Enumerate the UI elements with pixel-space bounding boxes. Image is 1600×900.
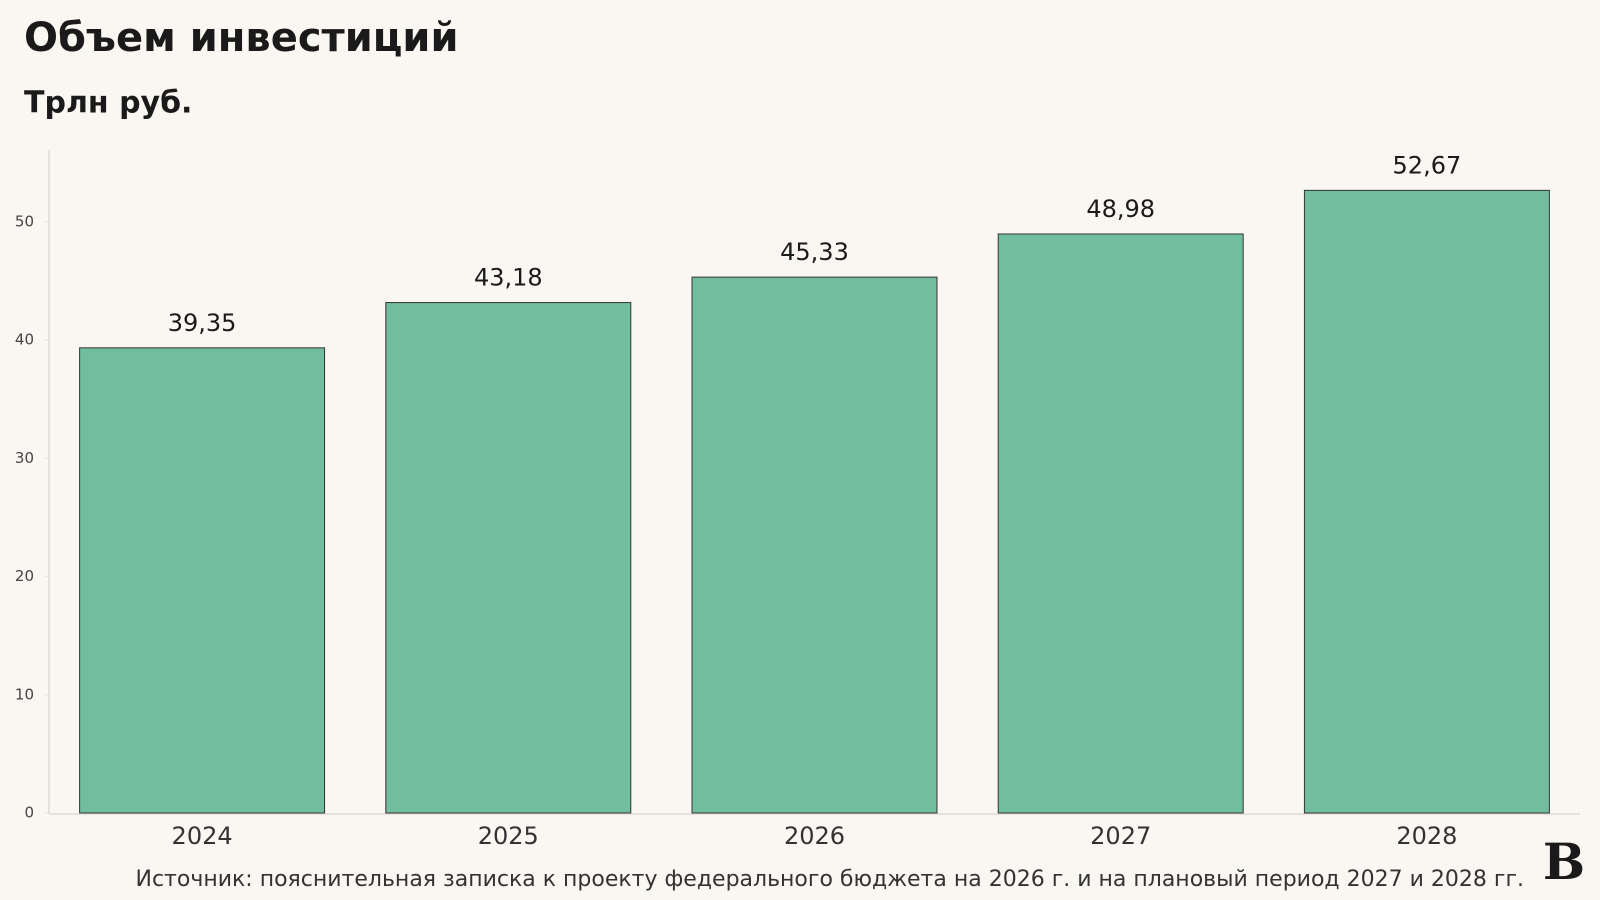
value-label: 39,35 <box>168 309 237 337</box>
y-tick-label: 40 <box>15 331 34 349</box>
y-tick-label: 0 <box>24 804 34 822</box>
y-tick-label: 30 <box>15 449 34 467</box>
x-tick-label: 2025 <box>478 822 539 850</box>
source: Источник: пояснительная записка к проект… <box>136 867 1525 892</box>
value-label: 45,33 <box>780 238 849 266</box>
chart-title: Объем инвестиций <box>24 15 458 61</box>
x-tick-label: 2026 <box>784 822 845 850</box>
y-tick-label: 10 <box>15 685 34 703</box>
y-tick-label: 20 <box>15 567 34 585</box>
logo: В <box>1543 832 1585 891</box>
bar <box>1303 189 1550 814</box>
x-tick-label: 2024 <box>172 822 233 850</box>
bar <box>79 347 326 814</box>
chart-subtitle: Трлн руб. <box>24 86 192 121</box>
y-tick-label: 50 <box>15 212 34 230</box>
bar <box>385 302 632 814</box>
value-label: 52,67 <box>1393 151 1462 179</box>
bar <box>691 276 938 814</box>
x-tick-label: 2027 <box>1090 822 1151 850</box>
value-label: 48,98 <box>1086 195 1155 223</box>
x-tick-label: 2028 <box>1396 822 1457 850</box>
bar <box>997 233 1244 814</box>
value-label: 43,18 <box>474 264 543 292</box>
